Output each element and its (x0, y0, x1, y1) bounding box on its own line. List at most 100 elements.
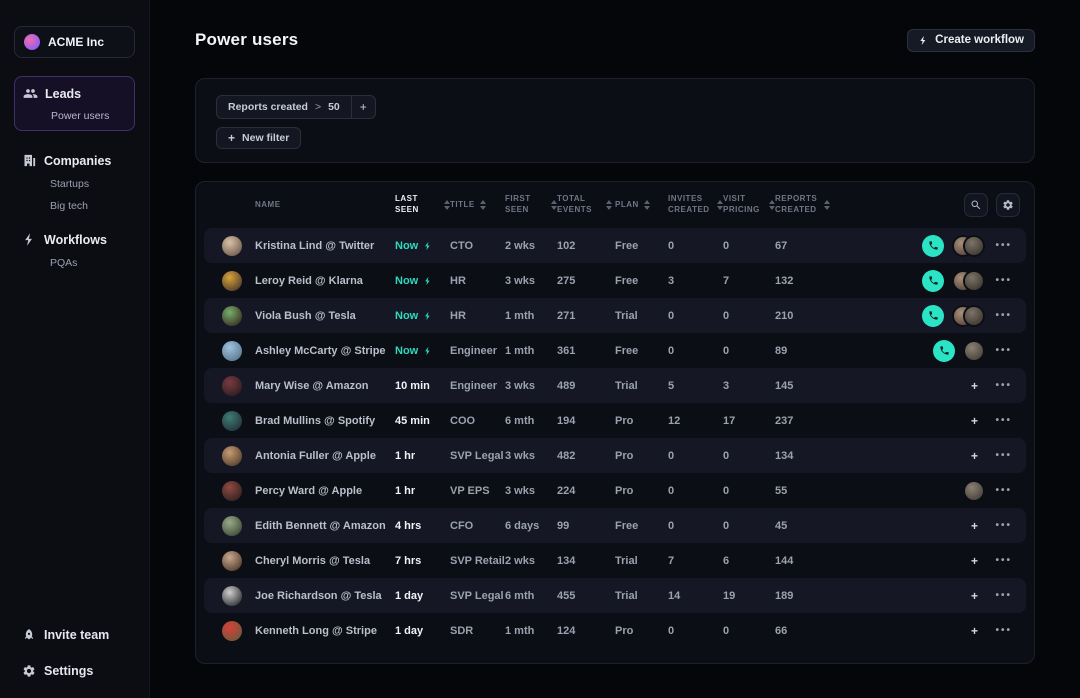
sidebar-sub-power-users[interactable]: Power users (51, 110, 110, 122)
row-menu-button[interactable]: ••• (995, 450, 1012, 461)
add-contact-button[interactable]: + (970, 553, 978, 568)
avatar (222, 480, 242, 501)
table-row[interactable]: Ashley McCarty @ Stripe Now Engineer 1 m… (204, 333, 1026, 368)
column-header-plan[interactable]: Plan (615, 200, 668, 211)
last-seen-text: 1 day (395, 589, 424, 602)
table-row[interactable]: Edith Bennett @ Amazon 4 hrs CFO 6 days … (204, 508, 1026, 543)
column-header-first-seen[interactable]: First seen (505, 194, 557, 216)
row-first-seen: 6 mth (505, 414, 535, 427)
table-body: Kristina Lind @ Twitter Now CTO 2 wks 10… (196, 228, 1034, 648)
add-contact-button[interactable]: + (970, 448, 978, 463)
call-button[interactable] (933, 339, 956, 362)
table-search-button[interactable] (964, 193, 988, 217)
row-menu-button[interactable]: ••• (995, 240, 1012, 251)
row-last-seen: 1 day (395, 590, 450, 602)
row-visit-pricing: 17 (723, 414, 736, 427)
row-title: HR (450, 274, 466, 287)
table-row[interactable]: Brad Mullins @ Spotify 45 min COO 6 mth … (204, 403, 1026, 438)
row-total-events: 224 (557, 484, 576, 497)
bolt-icon (425, 346, 430, 355)
last-seen-text: 7 hrs (395, 554, 422, 567)
table-settings-button[interactable] (996, 193, 1020, 217)
row-menu-button[interactable]: ••• (995, 555, 1012, 566)
row-visit-pricing: 6 (723, 554, 730, 567)
add-contact-button[interactable]: + (970, 413, 978, 428)
avatar (222, 305, 242, 326)
building-icon (24, 154, 36, 167)
row-total-events: 99 (557, 519, 570, 532)
sidebar-item-leads[interactable]: Leads Power users (14, 76, 135, 131)
column-header-last-seen[interactable]: Last seen (395, 194, 450, 216)
add-contact-button[interactable]: + (970, 378, 978, 393)
call-button[interactable] (922, 234, 945, 257)
row-menu-button[interactable]: ••• (995, 275, 1012, 286)
call-button[interactable] (922, 304, 945, 327)
add-contact-button[interactable]: + (970, 518, 978, 533)
row-reports-created: 89 (775, 344, 788, 357)
row-title: Engineer (450, 344, 498, 357)
sidebar-item-companies-row[interactable]: Companies (22, 153, 135, 168)
settings-button[interactable]: Settings (22, 664, 127, 678)
add-contact-button[interactable]: + (970, 623, 978, 638)
table-row[interactable]: Joe Richardson @ Tesla 1 day SVP Legal 6… (204, 578, 1026, 613)
sidebar-sub-startups[interactable]: Startups (50, 178, 90, 190)
row-first-seen: 2 wks (505, 554, 535, 567)
avatar (222, 550, 242, 571)
create-workflow-button[interactable]: Create workflow (907, 28, 1035, 52)
settings-label: Settings (44, 664, 94, 678)
row-plan: Trial (615, 379, 638, 392)
row-menu-button[interactable]: ••• (995, 485, 1012, 496)
row-total-events: 271 (557, 309, 576, 322)
row-menu-button[interactable]: ••• (995, 520, 1012, 531)
row-invites-created: 0 (668, 484, 675, 497)
row-first-seen: 1 mth (505, 624, 535, 637)
org-switcher[interactable]: ACME Inc (14, 26, 135, 58)
row-menu-button[interactable]: ••• (995, 345, 1012, 356)
invite-team-button[interactable]: Invite team (22, 628, 127, 642)
row-total-events: 134 (557, 554, 576, 567)
row-last-seen: 7 hrs (395, 555, 450, 567)
table-row[interactable]: Kenneth Long @ Stripe 1 day SDR 1 mth 12… (204, 613, 1026, 648)
table-row[interactable]: Leroy Reid @ Klarna Now HR 3 wks 275 Fre… (204, 263, 1026, 298)
filter-field: Reports created (228, 101, 308, 113)
sidebar-item-workflows-row[interactable]: Workflows (22, 232, 135, 247)
row-menu-button[interactable]: ••• (995, 380, 1012, 391)
table-row[interactable]: Kristina Lind @ Twitter Now CTO 2 wks 10… (204, 228, 1026, 263)
table-row[interactable]: Antonia Fuller @ Apple 1 hr SVP Legal 3 … (204, 438, 1026, 473)
filter-chip-body[interactable]: Reports created > 50 (217, 96, 351, 118)
row-invites-created: 14 (668, 589, 681, 602)
row-visit-pricing: 0 (723, 344, 730, 357)
row-plan: Pro (615, 484, 634, 497)
row-menu-button[interactable]: ••• (995, 590, 1012, 601)
table-row[interactable]: Mary Wise @ Amazon 10 min Engineer 3 wks… (204, 368, 1026, 403)
table-row[interactable]: Viola Bush @ Tesla Now HR 1 mth 271 Tria… (204, 298, 1026, 333)
sidebar-item-companies: Companies Startups Big tech (14, 153, 135, 212)
row-title: CFO (450, 519, 474, 532)
row-first-seen: 2 wks (505, 239, 535, 252)
column-header-reports-created[interactable]: Reports created (775, 194, 835, 216)
bolt-icon (425, 276, 430, 285)
users-icon (23, 89, 38, 98)
sidebar-sub-pqas[interactable]: PQAs (50, 257, 78, 269)
new-filter-button[interactable]: + New filter (216, 127, 302, 149)
column-header-visit-pricing[interactable]: Visit pricing (723, 194, 775, 216)
row-title: SVP Legal (450, 449, 504, 462)
row-title: VP EPS (450, 484, 490, 497)
contact-avatar (965, 341, 984, 360)
row-menu-button[interactable]: ••• (995, 310, 1012, 321)
row-menu-button[interactable]: ••• (995, 625, 1012, 636)
row-visit-pricing: 0 (723, 519, 730, 532)
filter-chip-add-button[interactable]: + (350, 96, 375, 118)
table-row[interactable]: Percy Ward @ Apple 1 hr VP EPS 3 wks 224… (204, 473, 1026, 508)
add-contact-button[interactable]: + (970, 588, 978, 603)
row-menu-button[interactable]: ••• (995, 415, 1012, 426)
avatar (222, 410, 242, 431)
call-button[interactable] (922, 269, 945, 292)
sidebar-sub-big-tech[interactable]: Big tech (50, 200, 88, 212)
row-total-events: 124 (557, 624, 576, 637)
table-row[interactable]: Cheryl Morris @ Tesla 7 hrs SVP Retail 2… (204, 543, 1026, 578)
column-header-title[interactable]: Title (450, 200, 505, 211)
row-name: Ashley McCarty @ Stripe (255, 344, 386, 357)
column-header-total-events[interactable]: Total events (557, 194, 615, 216)
column-header-invites-created[interactable]: Invites created (668, 194, 723, 216)
